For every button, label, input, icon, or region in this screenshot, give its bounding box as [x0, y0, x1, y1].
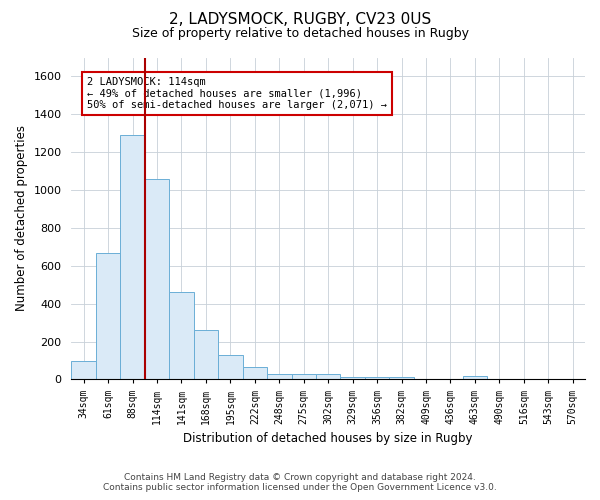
Bar [169, 292, 194, 380]
Bar [292, 374, 316, 380]
Bar [145, 178, 169, 380]
Bar [121, 135, 145, 380]
Text: 2 LADYSMOCK: 114sqm
← 49% of detached houses are smaller (1,996)
50% of semi-det: 2 LADYSMOCK: 114sqm ← 49% of detached ho… [87, 77, 387, 110]
Text: Size of property relative to detached houses in Rugby: Size of property relative to detached ho… [131, 28, 469, 40]
Bar [267, 374, 292, 380]
Bar [242, 367, 267, 380]
Y-axis label: Number of detached properties: Number of detached properties [15, 126, 28, 312]
Bar [316, 374, 340, 380]
Text: Contains HM Land Registry data © Crown copyright and database right 2024.
Contai: Contains HM Land Registry data © Crown c… [103, 473, 497, 492]
X-axis label: Distribution of detached houses by size in Rugby: Distribution of detached houses by size … [184, 432, 473, 445]
Bar [365, 378, 389, 380]
Text: 2, LADYSMOCK, RUGBY, CV23 0US: 2, LADYSMOCK, RUGBY, CV23 0US [169, 12, 431, 28]
Bar [389, 378, 414, 380]
Bar [194, 330, 218, 380]
Bar [218, 355, 242, 380]
Bar [340, 378, 365, 380]
Bar [96, 254, 121, 380]
Bar [463, 376, 487, 380]
Bar [71, 362, 96, 380]
